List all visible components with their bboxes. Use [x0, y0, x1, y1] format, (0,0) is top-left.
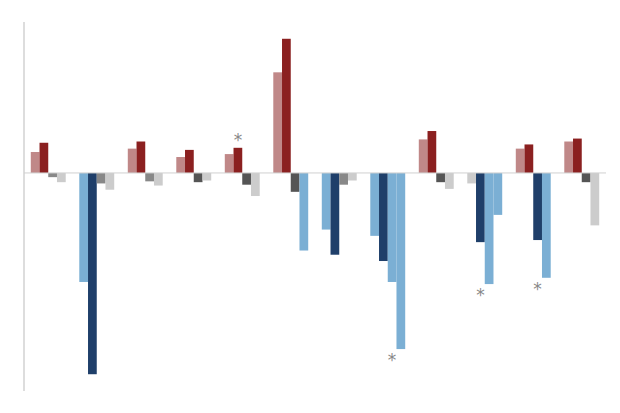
- bar: [145, 173, 154, 181]
- bar: [485, 173, 494, 284]
- bar: [322, 173, 331, 230]
- bar: [176, 157, 185, 173]
- bars: [31, 39, 599, 374]
- bar: [348, 173, 357, 181]
- bar: [48, 173, 57, 177]
- bar: [97, 173, 106, 183]
- bar: [445, 173, 454, 189]
- bar: [467, 173, 476, 183]
- bar: [225, 154, 234, 173]
- bar: [128, 149, 137, 173]
- bar: [331, 173, 340, 255]
- bar: [79, 173, 88, 282]
- bar: [379, 173, 388, 261]
- bar: [542, 173, 551, 278]
- bar: [339, 173, 348, 185]
- bar: [282, 39, 291, 173]
- bar: [291, 173, 300, 192]
- bar: [105, 173, 114, 190]
- bar: [436, 173, 445, 182]
- bar: [564, 142, 573, 173]
- bar: [31, 152, 40, 173]
- bar: [251, 173, 260, 196]
- bar: [388, 173, 397, 282]
- bar: [299, 173, 308, 251]
- bar: [573, 139, 582, 173]
- bar: [516, 149, 525, 173]
- bar: [137, 142, 146, 173]
- bar: [202, 173, 211, 181]
- bar: [590, 173, 599, 225]
- bar: [396, 173, 405, 349]
- bar: [57, 173, 66, 182]
- annotation: *: [234, 130, 243, 150]
- bar: [493, 173, 502, 215]
- chart: * * * *: [0, 0, 620, 413]
- bar: [428, 131, 437, 173]
- bar: [273, 72, 282, 173]
- zero-line: [24, 172, 606, 173]
- bar: [234, 148, 243, 173]
- bar: [40, 143, 49, 173]
- bar: [194, 173, 203, 182]
- annotation: *: [388, 350, 397, 370]
- bar: [419, 139, 428, 173]
- bar: [88, 173, 97, 374]
- bar: [525, 144, 534, 173]
- bar: [370, 173, 379, 236]
- bar: [154, 173, 163, 186]
- bar: [533, 173, 542, 240]
- annotation: *: [533, 279, 542, 299]
- bar: [242, 173, 251, 185]
- y-axis-line: [24, 22, 25, 391]
- background: [0, 0, 620, 413]
- bar: [476, 173, 485, 242]
- bar: [185, 150, 194, 173]
- bar: [582, 173, 591, 182]
- annotation: *: [476, 285, 485, 305]
